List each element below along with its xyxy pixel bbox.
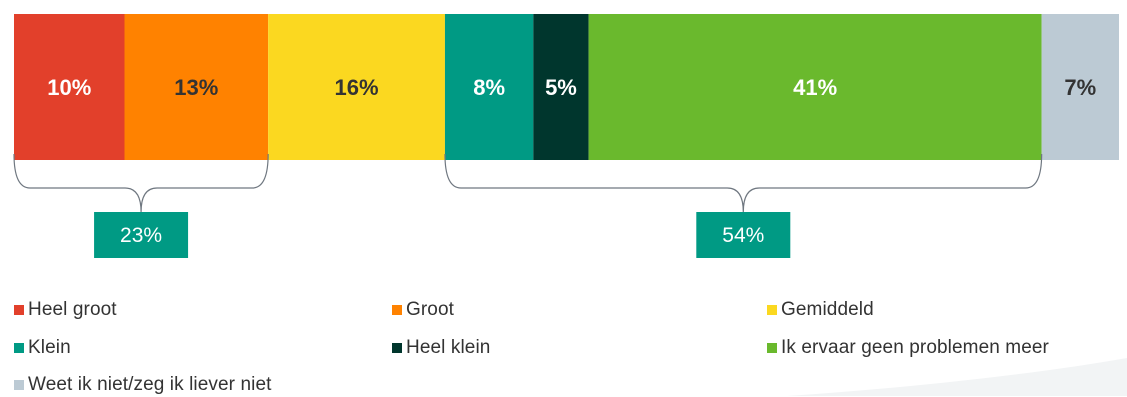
legend-swatch-1: [14, 305, 24, 315]
group-total-label-1: 23%: [120, 224, 162, 247]
legend-swatch-3: [767, 305, 777, 315]
legend-item-4: Klein: [14, 336, 71, 360]
legend-label-1: Heel groot: [28, 299, 117, 320]
bar-value-label-1: 10%: [47, 75, 91, 100]
legend-item-6: Ik ervaar geen problemen meer: [767, 336, 1049, 360]
legend-swatch-6: [767, 343, 777, 353]
bar-value-label-6: 41%: [793, 75, 837, 100]
legend-label-3: Gemiddeld: [781, 299, 874, 320]
group-bracket-1: [13, 153, 269, 213]
bar-segment-7: [1041, 14, 1119, 160]
bar-layer: 10% 13% 16% 8% 5% 41% 7%: [14, 14, 1119, 160]
bracket-layer: 23% 54%: [13, 153, 1043, 258]
bar-value-label-5: 5%: [545, 75, 577, 100]
bar-segment-4: [444, 14, 534, 160]
group-total-label-2: 54%: [722, 224, 764, 247]
bar-value-label-2: 13%: [174, 75, 218, 100]
legend-label-7: Weet ik niet/zeg ik liever niet: [28, 374, 272, 395]
legend-label-2: Groot: [406, 299, 455, 320]
legend-swatch-7: [14, 380, 24, 390]
group-total-box-1: [94, 212, 189, 258]
legend-swatch-5: [392, 343, 402, 353]
group-bracket-2: [444, 153, 1043, 213]
legend-label-5: Heel klein: [406, 337, 491, 358]
legend-swatch-2: [392, 305, 402, 315]
group-total-box-2: [696, 212, 791, 258]
bar-segment-3: [268, 14, 445, 160]
bar-segment-2: [124, 14, 269, 160]
legend-label-6: Ik ervaar geen problemen meer: [781, 337, 1049, 358]
bar-value-label-7: 7%: [1064, 75, 1096, 100]
bar-segment-1: [14, 14, 125, 160]
decorative-swoosh: [787, 358, 1127, 396]
legend-item-1: Heel groot: [14, 298, 117, 322]
bar-segment-6: [588, 14, 1042, 160]
legend-swatch-4: [14, 343, 24, 353]
chart-legend: Heel groot Groot Gemiddeld Klein Heel klein I…: [14, 298, 1124, 396]
legend-label-4: Klein: [28, 337, 71, 358]
legend-item-7: Weet ik niet/zeg ik liever niet: [14, 373, 272, 397]
bar-value-label-4: 8%: [473, 75, 505, 100]
legend-item-3: Gemiddeld: [767, 298, 874, 322]
legend-item-5: Heel klein: [392, 336, 490, 360]
bar-value-label-3: 16%: [335, 75, 379, 100]
legend-item-2: Groot: [392, 298, 454, 322]
bar-segment-5: [533, 14, 589, 160]
